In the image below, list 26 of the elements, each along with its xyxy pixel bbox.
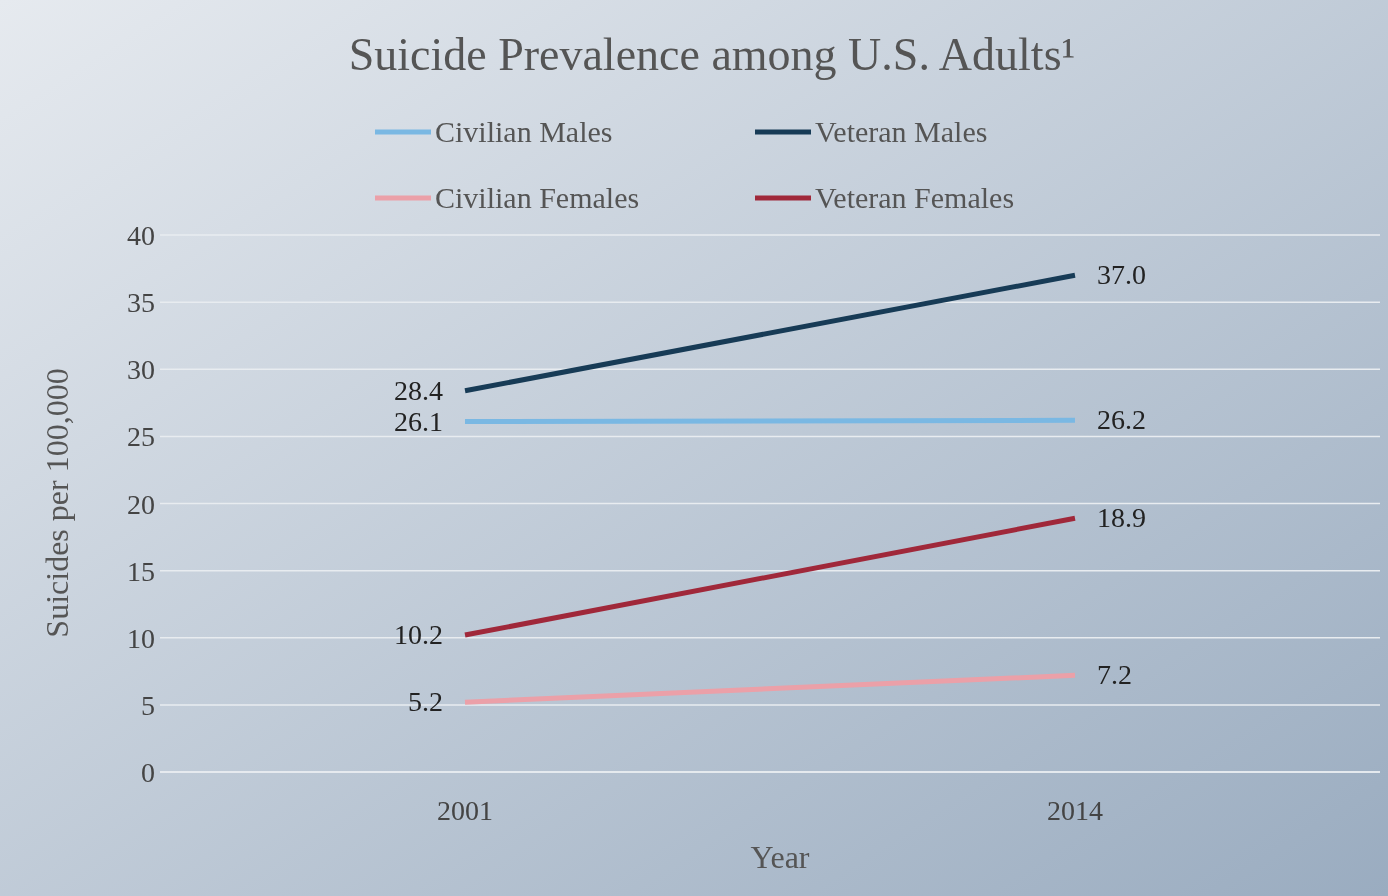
y-tick-label: 0 xyxy=(141,757,155,788)
y-tick-label: 20 xyxy=(127,488,155,520)
y-tick-label: 5 xyxy=(141,689,155,721)
data-label: 18.9 xyxy=(1097,502,1146,534)
data-label: 28.4 xyxy=(394,374,443,406)
y-axis-title: Suicides per 100,000 xyxy=(39,368,75,638)
data-label: 7.2 xyxy=(1097,659,1132,691)
legend-label: Civilian Males xyxy=(435,115,613,148)
legend-label: Civilian Females xyxy=(435,181,640,214)
chart-title: Suicide Prevalence among U.S. Adults¹ xyxy=(348,29,1076,80)
legend-label: Veteran Females xyxy=(815,181,1015,214)
y-tick-label: 25 xyxy=(127,421,155,453)
y-tick-label: 15 xyxy=(127,555,155,587)
y-tick-label: 30 xyxy=(127,354,155,386)
data-label: 26.1 xyxy=(394,405,443,437)
legend-label: Veteran Males xyxy=(815,115,988,148)
data-label: 26.2 xyxy=(1097,404,1146,436)
x-axis-title: Year xyxy=(750,839,810,875)
y-tick-label: 40 xyxy=(127,220,155,251)
y-tick-label: 35 xyxy=(127,287,155,319)
x-tick-label: 2001 xyxy=(437,795,493,826)
data-label: 5.2 xyxy=(408,686,443,718)
x-tick-label: 2014 xyxy=(1047,795,1103,826)
data-label: 10.2 xyxy=(394,619,443,651)
data-label: 37.0 xyxy=(1097,259,1146,291)
y-tick-label: 10 xyxy=(127,622,155,654)
